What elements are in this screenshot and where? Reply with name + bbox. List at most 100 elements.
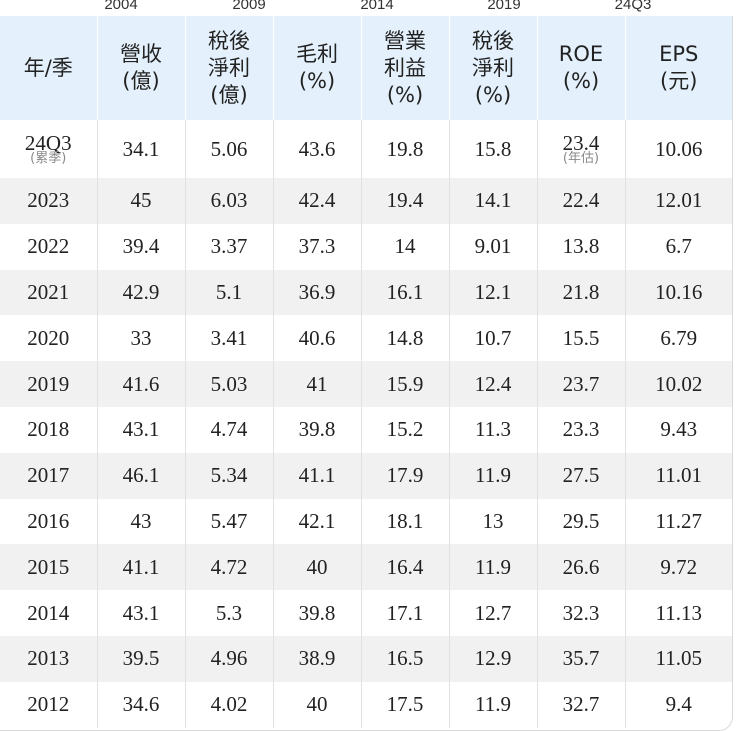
eps-cell: 12.01 bbox=[625, 178, 732, 224]
gross-margin-cell: 43.6 bbox=[273, 120, 362, 178]
operating-margin-cell: 16.4 bbox=[361, 544, 450, 591]
period-cell: 2014 bbox=[0, 590, 98, 636]
net-income-cell: 4.96 bbox=[185, 635, 274, 682]
roe-cell: 23.4 (年估) bbox=[537, 120, 626, 178]
column-header-net-income: 稅後 淨利 (億) bbox=[185, 16, 274, 120]
column-header-line: 利益 bbox=[384, 55, 426, 80]
net-margin-cell: 12.7 bbox=[449, 590, 538, 636]
column-header-line: ROE bbox=[558, 42, 604, 66]
axis-tick-label: 2014 bbox=[360, 0, 394, 13]
revenue-cell: 46.1 bbox=[97, 452, 186, 499]
period-cell: 2013 bbox=[0, 635, 98, 682]
eps-cell: 10.02 bbox=[625, 361, 732, 407]
gross-margin-cell: 40.6 bbox=[273, 315, 362, 362]
net-margin-cell: 9.01 bbox=[449, 223, 538, 270]
table-header: 年/季 營收 (億) 稅後 淨利 (億) 毛利 (%) 營業 利益 (%) 稅後 淨利 (%) ROE (%)… bbox=[0, 16, 732, 120]
net-income-cell: 4.02 bbox=[185, 681, 274, 728]
revenue-cell: 41.1 bbox=[97, 544, 186, 591]
gross-margin-cell: 39.8 bbox=[273, 590, 362, 636]
eps-cell: 9.43 bbox=[660, 417, 698, 442]
net-margin-cell: 11.9 bbox=[449, 452, 538, 499]
column-header-net-margin: 稅後 淨利 (%) bbox=[449, 16, 538, 120]
net-income-cell: 6.03 bbox=[185, 178, 274, 224]
axis-tick-label: 2009 bbox=[232, 0, 266, 13]
roe-note: (年估) bbox=[562, 151, 600, 166]
period-label: 24Q3 bbox=[24, 131, 72, 155]
column-header-line: (億) bbox=[210, 82, 248, 107]
net-income-cell: 3.37 bbox=[185, 223, 274, 270]
column-header-period: 年/季 bbox=[0, 16, 98, 120]
net-margin-cell: 13 bbox=[449, 498, 538, 545]
table-body: 24Q3 (累季) 34.1 5.06 43.6 19.8 15.8 23.4 … bbox=[0, 120, 732, 728]
revenue-cell: 42.9 bbox=[97, 269, 186, 316]
column-header-line: 淨利 bbox=[208, 55, 250, 80]
column-header-line: EPS bbox=[659, 42, 699, 66]
period-cell: 2012 bbox=[0, 681, 98, 728]
gross-margin-cell: 42.1 bbox=[273, 498, 362, 545]
table-row: 2021 42.9 5.1 36.9 16.1 12.1 21.8 10.16 bbox=[0, 269, 732, 316]
table-row: 2014 43.1 5.3 39.8 17.1 12.7 32.3 11.13 bbox=[0, 590, 732, 636]
revenue-cell: 33 bbox=[97, 315, 186, 362]
table-row: 2017 46.1 5.34 41.1 17.9 11.9 27.5 11.01 bbox=[0, 452, 732, 499]
column-header-roe: ROE (%) bbox=[537, 16, 626, 120]
eps-cell: 10.06 bbox=[655, 136, 703, 161]
net-margin-cell: 12.9 bbox=[449, 635, 538, 682]
roe-cell: 15.5 bbox=[537, 315, 626, 362]
chart-x-axis-labels: 2004 2009 2014 2019 24Q3 bbox=[0, 0, 740, 16]
column-header-line: 毛利 bbox=[296, 42, 338, 66]
gross-margin-cell: 40 bbox=[273, 681, 362, 728]
table-row: 2022 39.4 3.37 37.3 14 9.01 13.8 6.7 bbox=[0, 223, 732, 270]
financial-table-card: 年/季 營收 (億) 稅後 淨利 (億) 毛利 (%) 營業 利益 (%) 稅後 淨利 (%) ROE (%)… bbox=[0, 16, 733, 731]
operating-margin-cell: 15.9 bbox=[361, 361, 450, 407]
eps-cell: 6.79 bbox=[660, 325, 698, 350]
operating-margin-cell: 19.8 bbox=[361, 120, 450, 178]
net-income-cell: 5.34 bbox=[185, 452, 274, 499]
gross-margin-cell: 41 bbox=[273, 361, 362, 407]
eps-cell: 6.7 bbox=[665, 234, 692, 259]
eps-cell: 11.13 bbox=[655, 600, 702, 625]
column-header-line: (億) bbox=[122, 69, 160, 93]
column-header-line: 淨利 bbox=[472, 55, 514, 80]
column-header-line: 稅後 bbox=[472, 28, 514, 53]
gross-margin-cell: 38.9 bbox=[273, 635, 362, 682]
table-row: 2015 41.1 4.72 40 16.4 11.9 26.6 9.72 bbox=[0, 544, 732, 591]
revenue-cell: 34.6 bbox=[97, 681, 186, 728]
axis-tick-label: 2004 bbox=[104, 0, 138, 13]
revenue-cell: 39.4 bbox=[97, 223, 186, 270]
operating-margin-cell: 17.9 bbox=[361, 452, 450, 499]
net-income-cell: 4.74 bbox=[185, 406, 274, 453]
eps-cell: 11.05 bbox=[625, 635, 732, 682]
period-cell: 24Q3 (累季) bbox=[0, 120, 98, 178]
revenue-cell: 41.6 bbox=[97, 361, 186, 407]
period-cell: 2019 bbox=[0, 361, 98, 407]
net-income-cell: 5.3 bbox=[185, 590, 274, 636]
financial-table: 年/季 營收 (億) 稅後 淨利 (億) 毛利 (%) 營業 利益 (%) 稅後 淨利 (%) ROE (%)… bbox=[0, 16, 732, 728]
net-income-cell: 5.03 bbox=[185, 361, 274, 407]
gross-margin-cell: 40 bbox=[273, 544, 362, 591]
net-margin-cell: 12.4 bbox=[449, 361, 538, 407]
roe-cell: 13.8 bbox=[537, 223, 626, 270]
period-cell: 2021 bbox=[0, 269, 98, 316]
eps-cell: 9.4 bbox=[665, 692, 692, 717]
operating-margin-cell: 18.1 bbox=[361, 498, 450, 545]
column-header-line: 稅後 bbox=[208, 28, 250, 53]
operating-margin-cell: 14 bbox=[361, 223, 450, 270]
revenue-cell: 39.5 bbox=[97, 635, 186, 682]
roe-value: 23.4 bbox=[562, 131, 600, 155]
net-margin-cell: 11.3 bbox=[449, 406, 538, 453]
column-header-line: 營收 bbox=[120, 42, 162, 66]
operating-margin-cell: 14.8 bbox=[361, 315, 450, 362]
net-margin-cell: 11.9 bbox=[449, 681, 538, 728]
roe-cell: 27.5 bbox=[537, 452, 626, 499]
column-header-line: (元) bbox=[660, 69, 698, 93]
net-margin-cell: 10.7 bbox=[449, 315, 538, 362]
eps-cell: 10.16 bbox=[625, 269, 732, 316]
net-income-cell: 5.47 bbox=[185, 498, 274, 545]
gross-margin-cell: 37.3 bbox=[273, 223, 362, 270]
column-header-line: (%) bbox=[298, 69, 336, 93]
table-row: 2019 41.6 5.03 41 15.9 12.4 23.7 10.02 bbox=[0, 361, 732, 407]
period-cell: 2016 bbox=[0, 498, 98, 545]
table-row: 2016 43 5.47 42.1 18.1 13 29.5 11.27 bbox=[0, 498, 732, 545]
period-cell: 2022 bbox=[0, 223, 98, 270]
net-income-cell: 4.72 bbox=[185, 544, 274, 591]
